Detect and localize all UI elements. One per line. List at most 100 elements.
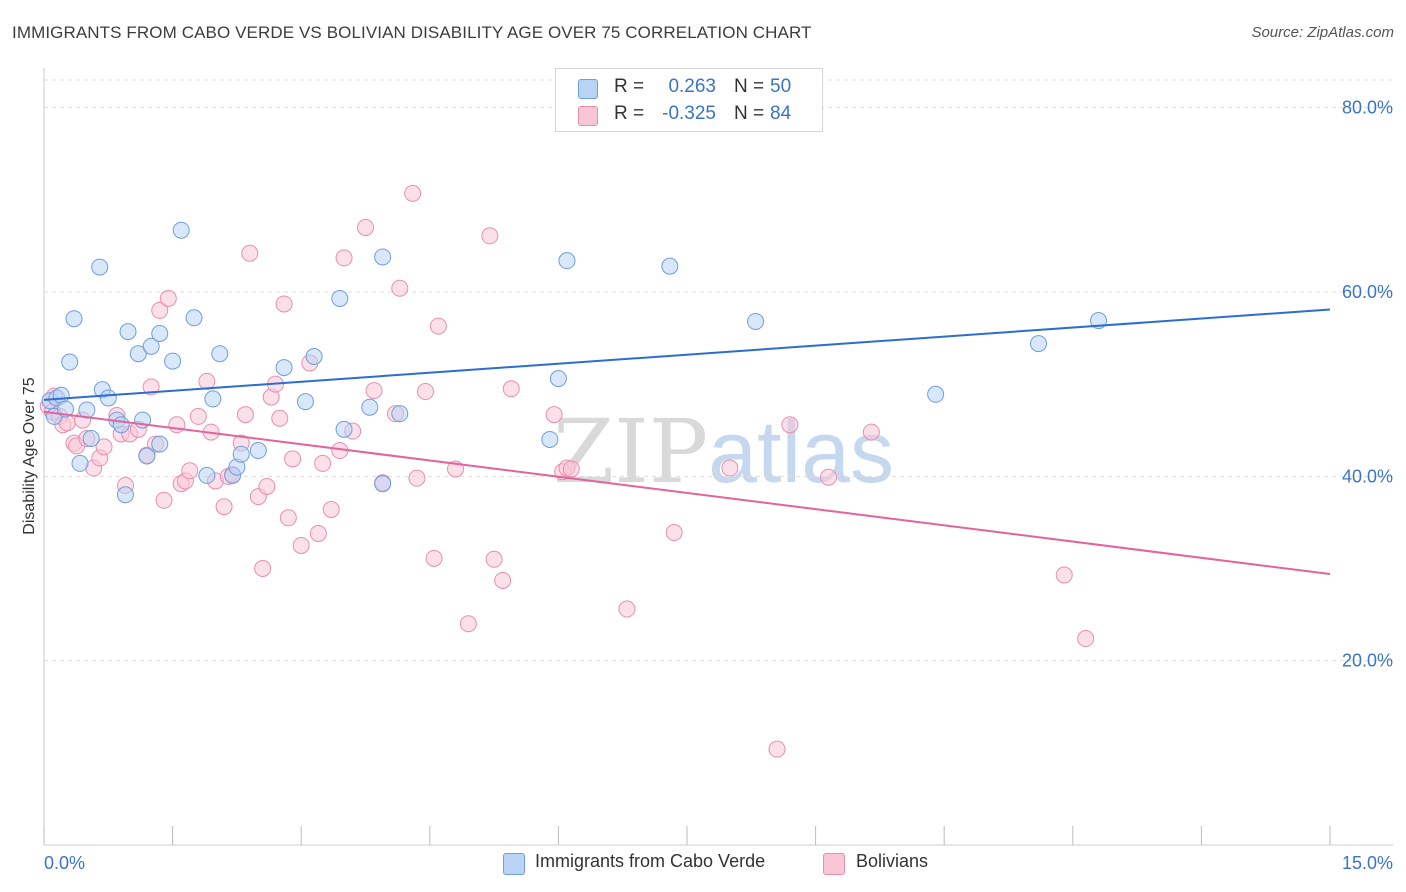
bolivians-point	[155, 491, 173, 509]
bolivians-point	[425, 549, 443, 567]
cabo-verde-point	[138, 447, 156, 465]
cabo-verde-point	[541, 430, 559, 448]
cabo-verde-point	[661, 257, 679, 275]
cabo-verde-point	[305, 348, 323, 366]
bolivians-point	[95, 438, 113, 456]
watermark-atlas: atlas	[708, 402, 895, 501]
cabo-verde-point	[185, 309, 203, 327]
bolivians-point	[284, 450, 302, 468]
cabo-verde-points	[41, 221, 1108, 504]
bolivians-point	[494, 571, 512, 589]
bottom-legend-cabo-verde-swatch	[503, 853, 525, 875]
bolivians-point	[215, 498, 233, 516]
bolivians-point	[665, 524, 683, 542]
cabo-verde-point	[331, 289, 349, 307]
bolivians-point	[408, 469, 426, 487]
cabo-verde-point	[335, 420, 353, 438]
axes	[43, 68, 1393, 846]
cabo-verde-point	[296, 393, 314, 411]
y-axis-label: Disability Age Over 75	[21, 377, 38, 535]
cabo-verde-point	[249, 442, 267, 460]
bottom-legend-cabo-verde: Immigrants from Cabo Verde	[535, 851, 766, 871]
correlation-legend: R = 0.263 N = 50 R = -0.325 N = 84	[555, 68, 823, 132]
legend-row-cabo-verde: R = 0.263 N = 50	[556, 73, 822, 101]
cabo-verde-point	[232, 445, 250, 463]
bottom-legend-bolivians: Bolivians	[856, 851, 929, 871]
bolivians-point	[485, 550, 503, 568]
bolivians-point	[1077, 630, 1095, 648]
bolivians-points	[39, 184, 1095, 758]
bolivians-point	[417, 383, 435, 401]
r-value: -0.325	[662, 103, 716, 124]
cabo-verde-point	[172, 221, 190, 239]
cabo-verde-point	[129, 345, 147, 363]
cabo-verde-point	[164, 352, 182, 370]
y-tick-label: 40.0%	[1342, 466, 1393, 486]
cabo-verde-swatch	[578, 79, 598, 99]
cabo-verde-point	[927, 385, 945, 403]
bolivians-point	[142, 378, 160, 396]
cabo-verde-point	[275, 359, 293, 377]
bolivians-point	[168, 416, 186, 434]
bolivians-point	[309, 524, 327, 542]
bolivians-point	[459, 615, 477, 633]
cabo-verde-point	[116, 486, 134, 504]
cabo-verde-point	[204, 390, 222, 408]
cabo-verde-trend-line	[43, 308, 1331, 401]
source-credit: Source: ZipAtlas.com	[1251, 24, 1394, 41]
cabo-verde-point	[82, 430, 100, 448]
bolivians-point	[292, 536, 310, 554]
bolivians-point	[429, 317, 447, 335]
legend-row-bolivians: R = -0.325 N = 84	[556, 100, 822, 128]
grid-lines	[44, 79, 1393, 662]
y-tick-label: 20.0%	[1342, 651, 1393, 671]
bolivians-point	[151, 301, 169, 319]
bolivians-point	[618, 600, 636, 618]
bolivians-trend-line	[43, 410, 1331, 576]
r-label: R =	[614, 103, 645, 124]
cabo-verde-point	[549, 370, 567, 388]
bolivians-point	[322, 501, 340, 519]
cabo-verde-point	[112, 416, 130, 434]
chart-title: IMMIGRANTS FROM CABO VERDE VS BOLIVIAN D…	[12, 23, 812, 42]
r-value: 0.263	[668, 76, 716, 97]
bottom-legend-bolivians-swatch	[823, 853, 845, 875]
bolivians-swatch	[578, 106, 598, 126]
tick-labels: 20.0% 40.0% 60.0% 80.0% 0.0% 15.0%	[44, 98, 1393, 873]
cabo-verde-point	[65, 310, 83, 328]
bolivians-point	[181, 462, 199, 480]
bolivians-point	[404, 184, 422, 202]
bolivians-point	[241, 244, 259, 262]
cabo-verde-point	[151, 435, 169, 453]
trend-lines	[43, 308, 1331, 576]
bolivians-point	[781, 416, 799, 434]
bolivians-point	[254, 559, 272, 577]
n-label: N =	[734, 103, 765, 124]
cabo-verde-point	[361, 398, 379, 416]
bolivians-point	[391, 279, 409, 297]
bolivians-point	[314, 454, 332, 472]
bolivians-point	[819, 468, 837, 486]
cabo-verde-point	[391, 405, 409, 423]
bolivians-point	[721, 459, 739, 477]
bolivians-point	[159, 289, 177, 307]
bolivians-point	[545, 406, 563, 424]
cabo-verde-point	[374, 475, 392, 493]
cabo-verde-point	[151, 324, 169, 342]
bolivians-point	[562, 460, 580, 478]
bolivians-point	[357, 218, 374, 236]
cabo-verde-point	[198, 466, 216, 484]
cabo-verde-point	[99, 389, 117, 407]
cabo-verde-point	[61, 353, 79, 371]
bolivians-point	[1055, 566, 1073, 584]
bolivians-point	[768, 740, 786, 758]
cabo-verde-point	[558, 252, 576, 270]
cabo-verde-point	[142, 337, 160, 355]
bolivians-point	[189, 407, 207, 425]
bolivians-point	[258, 477, 276, 495]
cabo-verde-point	[71, 454, 89, 472]
bolivians-point	[502, 380, 520, 398]
cabo-verde-point	[747, 312, 765, 330]
bolivians-point	[198, 372, 216, 390]
